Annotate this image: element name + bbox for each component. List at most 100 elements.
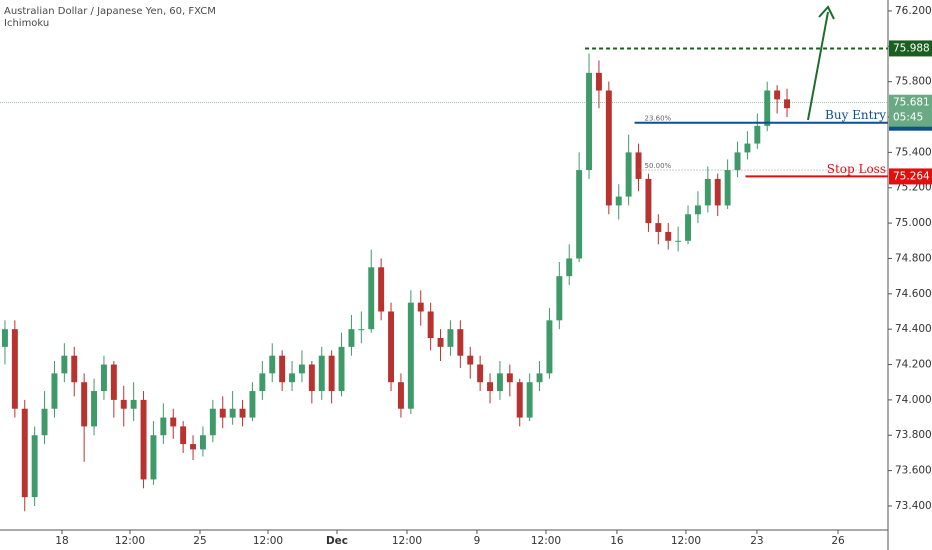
candle-body — [71, 355, 78, 383]
y-tick-label: 73.600 — [895, 465, 932, 477]
candle-body — [180, 426, 187, 445]
price-tag-label: 75.264 — [893, 170, 930, 182]
candle-body — [417, 302, 424, 312]
candle-body — [61, 355, 68, 374]
candle-body — [714, 178, 721, 206]
candle-body — [526, 382, 533, 418]
indicator-name: Ichimoku — [4, 18, 49, 29]
candle-body — [437, 338, 444, 347]
candle-body — [160, 417, 167, 436]
candle-body — [219, 408, 226, 418]
candle-body — [457, 329, 464, 356]
candle-body — [358, 329, 365, 331]
fib-label: 23.60% — [645, 115, 672, 123]
candle-body — [91, 391, 98, 427]
candle-body — [378, 267, 385, 312]
countdown-label: 05:45 — [893, 112, 923, 124]
candle-body — [625, 152, 632, 197]
candle-body — [130, 399, 137, 409]
candle-body — [199, 435, 206, 450]
candle-body — [764, 90, 771, 126]
candle-body — [21, 408, 28, 498]
candle-body — [190, 444, 197, 450]
candle-body — [605, 90, 612, 206]
candle-body — [51, 373, 58, 409]
candle-body — [427, 311, 434, 339]
candle-body — [41, 408, 48, 436]
candle-body — [209, 408, 216, 436]
candle-body — [259, 373, 266, 392]
candle-body — [81, 382, 88, 427]
candle-body — [368, 267, 375, 330]
candle-body — [487, 382, 494, 392]
chart-title: Australian Dollar / Japanese Yen, 60, FX… — [4, 6, 216, 17]
candle-body — [556, 276, 563, 321]
y-tick-label: 75.200 — [895, 182, 932, 194]
candle-body — [467, 355, 474, 365]
x-tick-label: 12:00 — [115, 535, 145, 547]
x-tick-label: Dec — [326, 535, 348, 547]
candle-body — [615, 196, 622, 206]
x-tick-label: 9 — [474, 535, 481, 547]
candle-body — [645, 178, 652, 224]
candle-body — [298, 364, 305, 374]
candle-body — [595, 72, 602, 91]
candle-body — [110, 364, 117, 400]
price-tag — [889, 40, 932, 57]
candle-body — [308, 364, 315, 392]
x-tick-label: 18 — [55, 535, 68, 547]
candle-body — [536, 373, 543, 383]
x-tick-label: 12:00 — [253, 535, 283, 547]
candle-body — [289, 373, 296, 383]
candle-body — [635, 152, 642, 179]
candle-body — [1, 329, 8, 347]
candle-body — [397, 382, 404, 409]
x-tick-label: 12:00 — [392, 535, 422, 547]
candle-body — [477, 364, 484, 383]
price-tag — [889, 168, 932, 185]
candle-body — [249, 391, 256, 418]
candle-body — [734, 152, 741, 171]
x-tick-label: 12:00 — [531, 535, 561, 547]
x-tick-label: 26 — [831, 535, 845, 547]
y-tick-label: 74.000 — [895, 394, 932, 406]
fib-label: 50.00% — [645, 162, 672, 170]
current-price-tag — [889, 94, 932, 127]
candle-body — [229, 408, 236, 418]
candle-body — [516, 382, 523, 418]
candle-body — [328, 355, 335, 392]
y-tick-label: 73.400 — [895, 500, 932, 512]
candle-body — [546, 320, 553, 374]
candle-body — [496, 373, 503, 392]
candle-body — [120, 399, 127, 409]
candle-body — [704, 178, 711, 206]
level-name: Stop Loss — [827, 162, 886, 176]
candle-body — [407, 302, 414, 409]
candle-body — [11, 329, 18, 409]
candle-body — [279, 355, 286, 383]
y-tick-label: 75.800 — [895, 76, 932, 88]
candle-body — [140, 399, 147, 480]
current-price-label: 75.681 — [893, 97, 930, 109]
candle-body — [576, 170, 583, 259]
y-tick-label: 74.800 — [895, 252, 932, 264]
y-tick-label: 74.400 — [895, 323, 932, 335]
x-tick-label: 25 — [193, 535, 206, 547]
price-tag-label: 75.988 — [893, 42, 930, 54]
candle-body — [506, 373, 513, 383]
candle-body — [239, 408, 246, 418]
candle-body — [685, 214, 691, 241]
candle-body — [675, 240, 682, 242]
plot-area — [0, 47, 888, 512]
x-tick-label: 16 — [610, 535, 624, 547]
candle-body — [655, 223, 662, 232]
candle-body — [566, 258, 573, 277]
candle-body — [150, 435, 157, 480]
candle-body — [724, 170, 731, 206]
candle-body — [694, 205, 701, 215]
y-tick-label: 76.200 — [895, 5, 932, 17]
target-arrow — [807, 11, 829, 121]
